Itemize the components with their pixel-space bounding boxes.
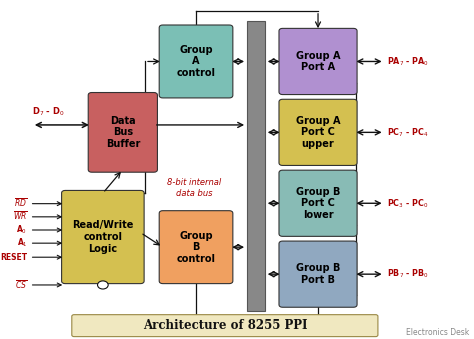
FancyBboxPatch shape	[159, 25, 233, 98]
FancyBboxPatch shape	[279, 99, 357, 165]
Text: Data
Bus
Buffer: Data Bus Buffer	[106, 116, 140, 149]
Text: Group
B
control: Group B control	[176, 231, 216, 264]
Text: Group A
Port C
upper: Group A Port C upper	[296, 116, 340, 149]
Text: Group B
Port B: Group B Port B	[296, 263, 340, 285]
Text: A$_1$: A$_1$	[17, 237, 27, 250]
Text: Architecture of 8255 PPI: Architecture of 8255 PPI	[143, 319, 307, 332]
Text: PB$_7$ - PB$_0$: PB$_7$ - PB$_0$	[387, 268, 429, 280]
FancyBboxPatch shape	[279, 170, 357, 236]
Text: Group
A
control: Group A control	[176, 45, 216, 78]
Text: Electronics Desk: Electronics Desk	[406, 327, 469, 337]
Text: $\overline{CS}$: $\overline{CS}$	[15, 279, 27, 291]
Text: $\overline{RD}$: $\overline{RD}$	[14, 198, 27, 210]
Text: PC$_3$ - PC$_0$: PC$_3$ - PC$_0$	[387, 197, 428, 210]
Text: A$_0$: A$_0$	[16, 224, 27, 236]
FancyBboxPatch shape	[88, 93, 157, 172]
FancyBboxPatch shape	[279, 241, 357, 307]
Circle shape	[98, 281, 108, 289]
Text: 8-bit internal
data bus: 8-bit internal data bus	[167, 178, 221, 198]
Text: Read/Write
control
Logic: Read/Write control Logic	[72, 220, 134, 254]
FancyBboxPatch shape	[72, 315, 378, 337]
Bar	[247, 21, 265, 311]
FancyBboxPatch shape	[279, 28, 357, 95]
Text: Group A
Port A: Group A Port A	[296, 51, 340, 72]
Text: RESET: RESET	[0, 253, 27, 262]
FancyBboxPatch shape	[159, 211, 233, 284]
Text: Group B
Port C
lower: Group B Port C lower	[296, 187, 340, 220]
Text: D$_7$ - D$_0$: D$_7$ - D$_0$	[32, 106, 64, 118]
Text: PA$_7$ - PA$_0$: PA$_7$ - PA$_0$	[387, 55, 429, 68]
Text: PC$_7$ - PC$_4$: PC$_7$ - PC$_4$	[387, 126, 428, 139]
Text: $\overline{WR}$: $\overline{WR}$	[13, 211, 27, 223]
FancyBboxPatch shape	[62, 191, 144, 284]
